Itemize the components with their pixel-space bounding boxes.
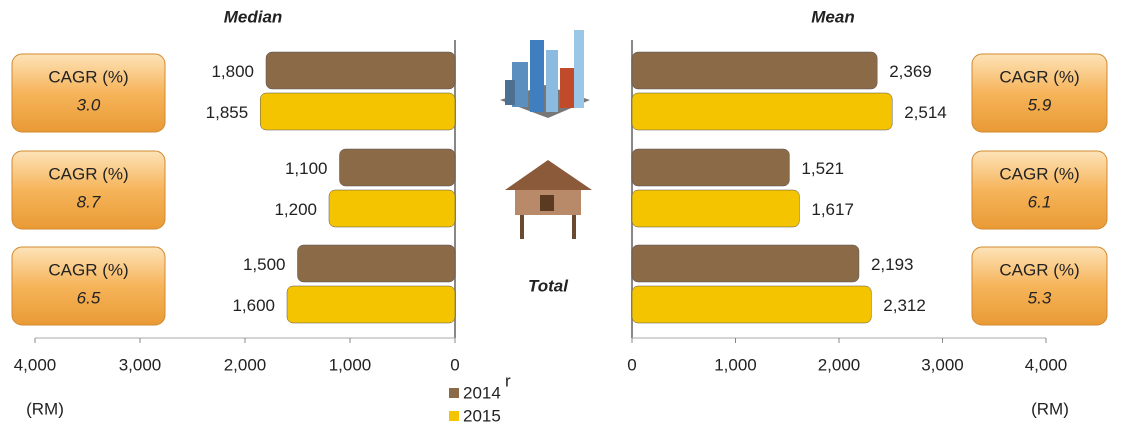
- x-tick-label: 4,000: [1025, 355, 1068, 374]
- cagr-box: [11, 246, 166, 326]
- x-tick-label: 3,000: [119, 355, 162, 374]
- value-label: 1,617: [811, 200, 854, 219]
- bar: [631, 189, 800, 228]
- value-label: 2,193: [871, 255, 914, 274]
- x-tick-label: 1,000: [329, 355, 372, 374]
- value-label: 1,855: [206, 103, 249, 122]
- bar: [297, 244, 456, 283]
- bar: [339, 148, 456, 187]
- cagr-label: CAGR (%): [48, 260, 128, 279]
- cagr-value: 5.3: [1028, 288, 1052, 307]
- cagr-box: [971, 246, 1108, 326]
- cagr-value: 5.9: [1028, 95, 1052, 114]
- legend-label: 2015: [463, 406, 501, 425]
- x-tick-label: 0: [450, 355, 459, 374]
- axis-label: (RM): [26, 399, 64, 418]
- cagr-label: CAGR (%): [999, 164, 1079, 183]
- legend-marker: [449, 411, 459, 421]
- cagr-box: [11, 150, 166, 230]
- cagr-value: 6.1: [1028, 192, 1052, 211]
- panel-title: Mean: [811, 7, 854, 26]
- x-tick-label: 4,000: [14, 355, 57, 374]
- cagr-value: 6.5: [77, 288, 101, 307]
- value-label: 2,312: [883, 296, 926, 315]
- bar: [265, 51, 456, 90]
- axis-label: (RM): [1031, 399, 1069, 418]
- value-label: 1,800: [211, 62, 254, 81]
- category-label: Total: [528, 276, 569, 295]
- bar: [631, 148, 790, 187]
- cagr-box: [971, 150, 1108, 230]
- x-tick-label: 1,000: [714, 355, 757, 374]
- cagr-box: [971, 53, 1108, 133]
- house-icon: [505, 160, 592, 239]
- value-label: 1,500: [243, 255, 286, 274]
- x-tick-label: 2,000: [818, 355, 861, 374]
- city-icon: [500, 30, 590, 118]
- x-tick-label: 3,000: [921, 355, 964, 374]
- legend-label: 2014: [463, 383, 501, 402]
- bar: [328, 189, 456, 228]
- cagr-label: CAGR (%): [48, 67, 128, 86]
- bar: [286, 285, 456, 324]
- x-tick-label: 0: [627, 355, 636, 374]
- bar: [631, 244, 860, 283]
- bar: [631, 285, 872, 324]
- legend-marker: [449, 388, 459, 398]
- value-label: 1,521: [801, 159, 844, 178]
- x-tick-label: 2,000: [224, 355, 267, 374]
- value-label: 1,100: [285, 159, 328, 178]
- bar: [631, 92, 893, 131]
- bar: [631, 51, 878, 90]
- bar: [259, 92, 456, 131]
- cagr-value: 3.0: [77, 95, 101, 114]
- cagr-value: 8.7: [77, 192, 101, 211]
- cagr-box: [11, 53, 166, 133]
- cagr-label: CAGR (%): [999, 67, 1079, 86]
- value-label: 2,514: [904, 103, 947, 122]
- panel-title: Median: [224, 7, 283, 26]
- value-label: 1,200: [274, 200, 317, 219]
- value-label: 1,600: [232, 296, 275, 315]
- value-label: 2,369: [889, 62, 932, 81]
- cagr-label: CAGR (%): [999, 260, 1079, 279]
- cagr-label: CAGR (%): [48, 164, 128, 183]
- legend-note: r: [505, 371, 511, 390]
